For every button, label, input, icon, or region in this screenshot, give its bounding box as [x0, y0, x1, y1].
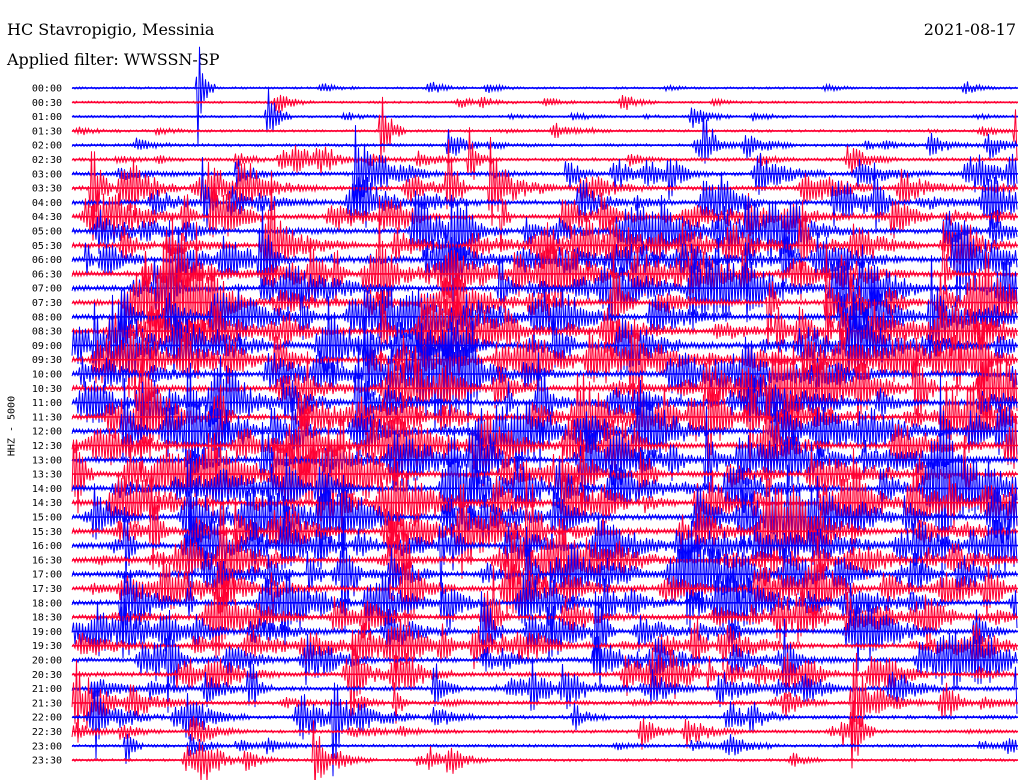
- trace-line: [71, 171, 1018, 310]
- time-tick-label: 03:00: [32, 169, 62, 180]
- trace-group: [71, 46, 1018, 780]
- date-label: 2021-08-17: [923, 20, 1016, 39]
- time-tick-label: 10:30: [32, 384, 62, 395]
- trace-line: [71, 157, 1018, 235]
- time-tick-label: 12:30: [32, 441, 62, 452]
- time-tick-label: 06:00: [32, 255, 62, 266]
- time-tick-label: 10:00: [32, 370, 62, 381]
- trace-line: [71, 519, 1018, 629]
- trace-line: [71, 733, 1018, 764]
- time-tick-label: 07:30: [32, 298, 62, 309]
- trace-line: [71, 460, 1018, 587]
- time-tick-label: 20:00: [32, 656, 62, 667]
- time-tick-label: 14:00: [32, 484, 62, 495]
- trace-line: [71, 498, 1018, 605]
- trace-line: [71, 362, 1018, 480]
- time-tick-label: 19:30: [32, 641, 62, 652]
- time-tick-label: 18:00: [32, 598, 62, 609]
- time-tick-label: 01:30: [32, 126, 62, 137]
- trace-line: [71, 406, 1018, 529]
- time-tick-label: 09:00: [32, 341, 62, 352]
- trace-line: [71, 682, 1018, 777]
- time-tick-label: 00:30: [32, 98, 62, 109]
- trace-line: [71, 629, 1018, 721]
- time-tick-label: 12:00: [32, 427, 62, 438]
- time-tick-label: 00:00: [32, 84, 62, 95]
- trace-line: [71, 318, 1018, 421]
- trace-line: [71, 591, 1018, 689]
- trace-line: [71, 125, 1018, 217]
- trace-line: [71, 609, 1018, 713]
- time-tick-label: 07:00: [32, 284, 62, 295]
- trace-line: [71, 94, 1018, 114]
- time-tick-label: 22:30: [32, 727, 62, 738]
- time-tick-label: 09:30: [32, 355, 62, 366]
- trace-line: [71, 565, 1018, 658]
- time-tick-label: 15:00: [32, 513, 62, 524]
- trace-line: [71, 335, 1018, 470]
- time-tick-label: 08:30: [32, 327, 62, 338]
- time-tick-label: 05:00: [32, 227, 62, 238]
- trace-line: [71, 127, 1018, 180]
- time-tick-label: 11:00: [32, 398, 62, 409]
- time-tick-label: 21:30: [32, 698, 62, 709]
- time-tick-label: 17:00: [32, 570, 62, 581]
- trace-line: [71, 88, 1018, 133]
- time-tick-label: 03:30: [32, 184, 62, 195]
- station-title: HC Stavropigio, Messinia: [7, 20, 215, 39]
- time-tick-label: 06:30: [32, 269, 62, 280]
- trace-line: [71, 500, 1018, 604]
- trace-line: [71, 255, 1018, 361]
- time-tick-label: 16:30: [32, 555, 62, 566]
- time-tick-label: 02:30: [32, 155, 62, 166]
- time-tick-label: 08:00: [32, 312, 62, 323]
- trace-line: [71, 516, 1018, 634]
- trace-line: [71, 96, 1018, 161]
- trace-line: [71, 384, 1018, 497]
- time-tick-group: 00:00 00:30 01:00 01:30 02:00 02:30 03:00 03:30…: [32, 84, 62, 767]
- time-tick-label: 04:30: [32, 212, 62, 223]
- time-tick-label: 05:30: [32, 241, 62, 252]
- trace-line: [71, 410, 1018, 554]
- time-tick-label: 22:00: [32, 713, 62, 724]
- time-tick-label: 01:00: [32, 112, 62, 123]
- time-tick-label: 13:00: [32, 455, 62, 466]
- time-tick-label: 02:00: [32, 141, 62, 152]
- time-tick-label: 23:30: [32, 756, 62, 767]
- trace-line: [71, 176, 1018, 251]
- time-tick-label: 19:00: [32, 627, 62, 638]
- trace-line: [71, 136, 1018, 234]
- time-tick-label: 15:30: [32, 527, 62, 538]
- time-tick-label: 20:30: [32, 670, 62, 681]
- trace-line: [71, 700, 1018, 769]
- trace-line: [71, 444, 1018, 555]
- time-tick-label: 04:00: [32, 198, 62, 209]
- time-tick-label: 18:30: [32, 613, 62, 624]
- time-tick-label: 16:00: [32, 541, 62, 552]
- time-tick-label: 21:00: [32, 684, 62, 695]
- trace-line: [71, 617, 1018, 682]
- trace-line: [71, 111, 1018, 164]
- time-tick-label: 17:30: [32, 584, 62, 595]
- trace-line: [71, 220, 1018, 342]
- time-tick-label: 11:30: [32, 412, 62, 423]
- trace-line: [71, 561, 1018, 646]
- trace-line: [71, 457, 1018, 558]
- time-tick-label: 13:30: [32, 470, 62, 481]
- filter-label: Applied filter: WWSSN-SP: [7, 50, 220, 69]
- time-tick-label: 23:00: [32, 741, 62, 752]
- time-tick-label: 14:30: [32, 498, 62, 509]
